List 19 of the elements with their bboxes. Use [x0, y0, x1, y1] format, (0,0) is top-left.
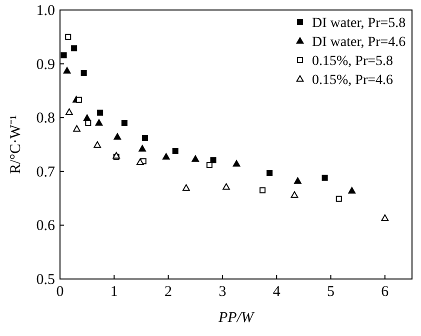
- x-tick-label: 2: [164, 284, 172, 300]
- legend-label: DI water, Pr=5.8: [312, 16, 406, 31]
- x-axis-title: PP/W: [218, 310, 255, 326]
- y-axis-title: R/°C·W⁻¹: [8, 115, 24, 174]
- y-tick-label: 0.8: [36, 110, 55, 127]
- legend-label: DI water, Pr=4.6: [312, 35, 406, 50]
- x-tick-label: 6: [381, 284, 390, 300]
- y-tick-label: 0.7: [36, 164, 56, 180]
- x-tick-label: 5: [327, 284, 335, 300]
- y-tick-label: 0.5: [36, 272, 55, 288]
- y-tick-label: 1.0: [36, 3, 55, 19]
- x-tick-label: 0: [56, 284, 64, 300]
- x-tick-label: 1: [110, 284, 118, 300]
- y-tick-label: 0.6: [36, 218, 56, 234]
- legend-label: 0.15%, Pr=5.8: [312, 54, 394, 69]
- x-tick-label: 3: [218, 284, 226, 300]
- legend-label: 0.15%, Pr=4.6: [312, 73, 394, 88]
- x-tick-label: 4: [272, 284, 281, 300]
- y-tick-label: 0.9: [36, 56, 55, 73]
